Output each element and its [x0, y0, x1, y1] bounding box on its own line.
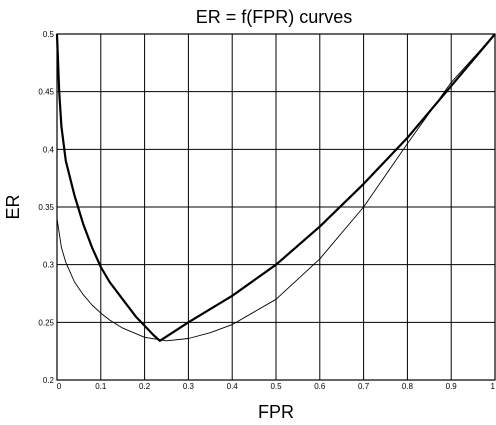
- x-tick-label: 0.5: [270, 382, 282, 391]
- x-tick-labels: 0 0.1 0.2 0.3 0.4 0.5 0.6 0.7 0.8 0.9 1: [57, 382, 496, 391]
- y-tick-label: 0.25: [38, 318, 54, 327]
- x-tick-label: 0.2: [139, 382, 151, 391]
- x-tick-label: 0.7: [358, 382, 370, 391]
- plot-frame: [56, 33, 496, 381]
- x-tick-label: 0.1: [95, 382, 107, 391]
- x-tick-label: 0.4: [227, 382, 239, 391]
- y-tick-label: 0.2: [43, 376, 55, 385]
- x-tick-label: 0.8: [402, 382, 414, 391]
- y-axis-label: ER: [3, 194, 23, 219]
- y-tick-label: 0.45: [38, 88, 54, 97]
- x-tick-label: 0: [57, 382, 62, 391]
- y-tick-label: 0.3: [43, 261, 55, 270]
- x-tick-label: 0.3: [183, 382, 195, 391]
- series-line-thin: [56, 33, 496, 342]
- y-tick-label: 0.35: [38, 203, 54, 212]
- curves: [55, 33, 496, 342]
- y-tick-label: 0.5: [43, 30, 55, 39]
- x-tick-label: 0.9: [446, 382, 458, 391]
- x-tick-label: 0.6: [314, 382, 326, 391]
- x-tick-label: 1: [491, 382, 496, 391]
- series-line-thick: [55, 33, 496, 342]
- y-tick-labels: 0.2 0.25 0.3 0.35 0.4 0.45 0.5: [38, 30, 54, 385]
- chart-title: ER = f(FPR) curves: [196, 7, 353, 27]
- x-axis-label: FPR: [258, 402, 294, 422]
- y-tick-label: 0.4: [43, 145, 55, 154]
